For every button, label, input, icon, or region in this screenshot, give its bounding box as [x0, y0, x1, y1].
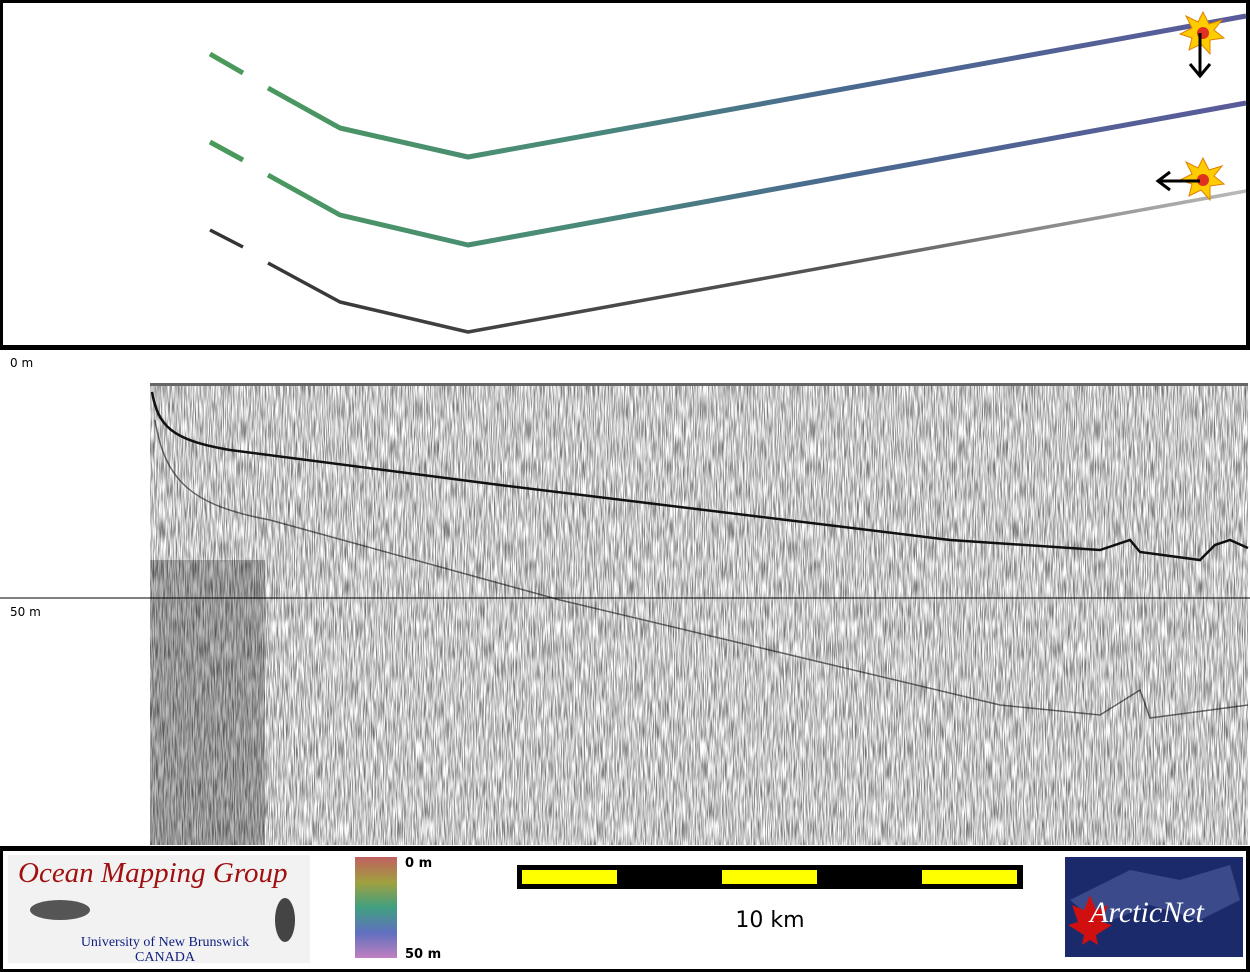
colorbar-label: 0 m [405, 856, 432, 871]
track-panel [3, 3, 1246, 345]
scale-bar [517, 865, 1023, 889]
seafloor-echoes [150, 391, 1249, 719]
surface-line [150, 383, 1248, 386]
colorbar [355, 857, 397, 958]
tracks [208, 13, 1247, 334]
colorbar-label: 50 m [405, 947, 441, 962]
partner-label: ArcticNet [1088, 896, 1205, 929]
echogram-shadow [150, 560, 265, 845]
position-markers [1155, 10, 1226, 202]
echogram-noise [150, 383, 1248, 845]
depth-label: 50 m [10, 605, 41, 619]
arcticnet-logo: ArcticNet [1065, 857, 1243, 957]
logo-country: CANADA [135, 950, 196, 965]
omg-logo: Ocean Mapping Group University of New Br… [8, 855, 310, 965]
logo-university: University of New Brunswick [81, 935, 249, 950]
depth-label: 0 m [10, 356, 33, 370]
scale-label: 10 km [735, 908, 804, 933]
logo-title: Ocean Mapping Group [18, 857, 288, 889]
